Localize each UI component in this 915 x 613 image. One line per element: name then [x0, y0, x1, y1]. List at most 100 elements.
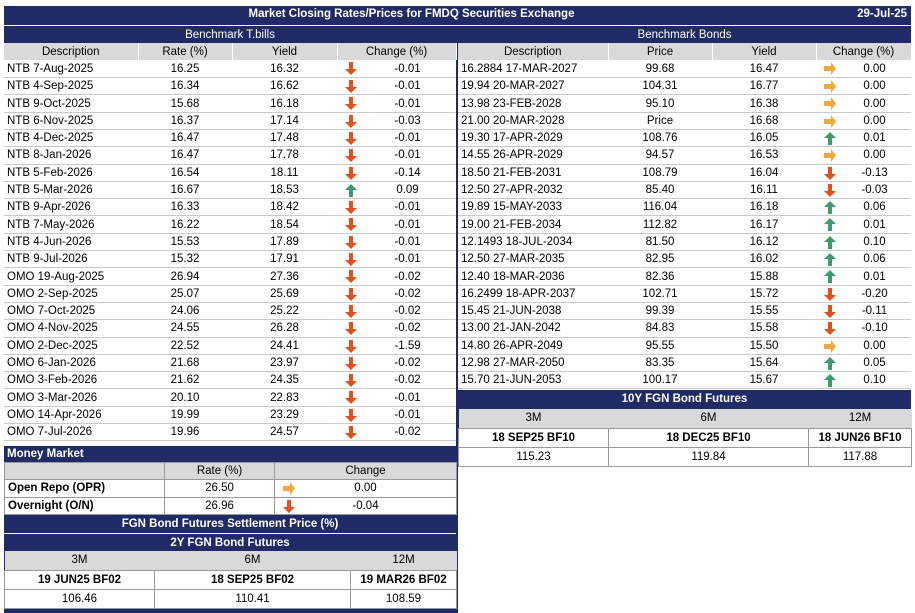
table-row: 12.1493 18-JUL-2034 81.50 16.12 0.10 — [458, 233, 912, 252]
arrow-down-icon — [824, 304, 836, 318]
row-yield: 17.48 — [232, 129, 337, 148]
row-description: 12.98 27-MAR-2050 — [458, 354, 608, 373]
arrow-down-icon — [345, 131, 357, 145]
row-change-value: -1.59 — [394, 339, 421, 352]
row-description: 12.1493 18-JUL-2034 — [458, 233, 608, 252]
row-change-value: -0.03 — [394, 114, 421, 127]
arrow-right-icon — [824, 114, 836, 128]
row-rate: 16.34 — [138, 77, 232, 96]
row-change-value: -0.02 — [394, 426, 421, 439]
row-change: -0.14 — [337, 164, 457, 182]
table-row: NTB 5-Feb-2026 16.54 18.11 -0.14 — [4, 164, 457, 182]
row-description: 18.50 21-FEB-2031 — [458, 164, 608, 182]
row-price: 83.35 — [608, 354, 712, 373]
tbills-col-change: Change (%) — [337, 43, 457, 61]
row-yield: 16.62 — [232, 77, 337, 96]
money-market-col-change: Change — [274, 461, 457, 481]
tbills-col-description: Description — [4, 43, 139, 61]
tbills-heading: Benchmark T.bills — [185, 28, 275, 41]
row-yield: 16.32 — [232, 60, 337, 79]
row-change-value: -0.01 — [394, 201, 421, 214]
fut10-tenor-3m: 3M — [525, 412, 542, 425]
row-change: 0.06 — [816, 250, 912, 269]
row-change: 0.05 — [816, 354, 912, 373]
row-description: 21.00 20-MAR-2028 — [458, 112, 608, 130]
fut10-tenor-12m: 12M — [848, 412, 872, 425]
arrow-down-icon — [345, 149, 357, 163]
tbills-col-rate: Rate (%) — [138, 43, 233, 61]
row-description: NTB 4-Jun-2026 — [4, 233, 138, 252]
row-yield: 16.38 — [712, 94, 816, 113]
table-row: OMO 2-Sep-2025 25.07 25.69 -0.02 — [4, 285, 457, 303]
row-rate: 21.62 — [138, 371, 232, 390]
fgn-tenor-12m: 12M — [392, 554, 415, 567]
row-description: NTB 7-Aug-2025 — [4, 60, 138, 79]
table-row: OMO 7-Jul-2026 19.96 24.57 -0.02 — [4, 423, 457, 442]
row-change-value: -0.02 — [394, 322, 421, 335]
row-yield: 15.58 — [712, 319, 816, 338]
row-rate: 21.68 — [138, 354, 232, 373]
row-change-value: -0.02 — [394, 287, 421, 300]
row-yield: 22.83 — [232, 388, 337, 407]
fgn-code-3m: 19 JUN25 BF02 — [4, 569, 155, 590]
table-row: NTB 4-Sep-2025 16.34 16.62 -0.01 — [4, 77, 457, 96]
arrow-down-icon — [345, 218, 357, 232]
arrow-up-icon — [824, 235, 836, 249]
row-change-value: -0.01 — [394, 62, 421, 75]
row-yield: 24.57 — [232, 423, 337, 442]
row-change: -0.01 — [337, 406, 457, 425]
row-change-value: -0.02 — [394, 270, 421, 283]
table-row: OMO 4-Nov-2025 24.55 26.28 -0.02 — [4, 319, 457, 338]
table-row: NTB 7-Aug-2025 16.25 16.32 -0.01 — [4, 60, 457, 79]
arrow-down-icon — [345, 304, 357, 318]
row-change: -0.01 — [337, 146, 457, 165]
bonds-col-change: Change (%) — [816, 43, 912, 61]
row-change-value: -0.11 — [861, 305, 888, 318]
row-description: OMO 3-Feb-2026 — [4, 371, 138, 390]
arrow-right-icon — [824, 339, 836, 353]
table-row: Open Repo (OPR) 26.50 0.00 — [4, 479, 457, 498]
row-rate: 20.10 — [138, 388, 232, 407]
row-yield: 15.50 — [712, 337, 816, 355]
row-yield: 27.36 — [232, 267, 337, 286]
row-yield: 16.47 — [712, 60, 816, 79]
table-row: NTB 9-Jul-2026 15.32 17.91 -0.01 — [4, 250, 457, 269]
table-row: NTB 6-Nov-2025 16.37 17.14 -0.03 — [4, 112, 457, 130]
table-row: 15.70 21-JUN-2053 100.17 15.67 0.10 — [458, 371, 912, 390]
arrow-down-icon — [345, 62, 357, 76]
row-change: -0.02 — [337, 371, 457, 390]
row-change: -0.02 — [337, 354, 457, 373]
row-description: 15.70 21-JUN-2053 — [458, 371, 608, 390]
table-row: NTB 4-Dec-2025 16.47 17.48 -0.01 — [4, 129, 457, 148]
row-yield: 24.41 — [232, 337, 337, 355]
row-yield: 26.28 — [232, 319, 337, 338]
row-rate: 22.52 — [138, 337, 232, 355]
fut10-value-6m: 119.84 — [608, 446, 809, 467]
row-change: 0.00 — [816, 112, 912, 130]
table-row: 12.98 27-MAR-2050 83.35 15.64 0.05 — [458, 354, 912, 373]
row-yield: 18.42 — [232, 198, 337, 217]
row-price: 99.68 — [608, 60, 712, 79]
row-yield: 16.04 — [712, 164, 816, 182]
fut10-tenor-6m: 6M — [700, 412, 717, 425]
row-yield: 16.05 — [712, 129, 816, 148]
row-change-value: -0.01 — [394, 253, 421, 266]
row-change-value: -0.02 — [394, 305, 421, 318]
fut10-section: 10Y FGN Bond Futures 3M 6M 12M 18 SEP25 … — [458, 390, 912, 467]
row-description: 12.50 27-MAR-2035 — [458, 250, 608, 269]
row-yield: 16.17 — [712, 215, 816, 234]
row-price: 95.55 — [608, 337, 712, 355]
row-description: 14.80 26-APR-2049 — [458, 337, 608, 355]
fut10-code-3m: 18 SEP25 BF10 — [458, 427, 609, 448]
row-yield: 16.11 — [712, 181, 816, 200]
row-yield: 23.29 — [232, 406, 337, 425]
arrow-down-icon — [345, 287, 357, 301]
row-description: NTB 4-Sep-2025 — [4, 77, 138, 96]
fgn-value-6m: 110.41 — [154, 588, 351, 609]
tbills-col-yield: Yield — [232, 43, 338, 61]
row-rate: 16.47 — [138, 146, 232, 165]
arrow-down-icon — [283, 499, 295, 513]
arrow-right-icon — [824, 62, 836, 76]
tbills-section: Benchmark T.bills Description Rate (%) Y… — [4, 26, 457, 442]
row-yield: 25.22 — [232, 302, 337, 321]
